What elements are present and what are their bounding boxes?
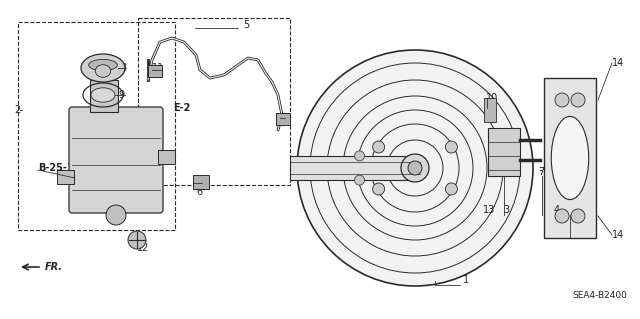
Text: 1: 1 <box>463 275 469 285</box>
Circle shape <box>372 141 385 153</box>
Circle shape <box>401 154 429 182</box>
Circle shape <box>555 209 569 223</box>
Bar <box>290 156 420 180</box>
Circle shape <box>128 231 146 249</box>
Ellipse shape <box>89 59 117 70</box>
Text: 7: 7 <box>538 167 544 177</box>
Bar <box>148 65 162 77</box>
Circle shape <box>372 183 385 195</box>
Text: 4: 4 <box>554 205 560 215</box>
Text: 9: 9 <box>118 90 124 100</box>
Ellipse shape <box>91 88 115 102</box>
Text: 11: 11 <box>152 63 164 73</box>
Text: 3: 3 <box>503 205 509 215</box>
Bar <box>193 175 209 189</box>
Circle shape <box>571 209 585 223</box>
Circle shape <box>571 93 585 107</box>
Text: SEA4-B2400: SEA4-B2400 <box>572 292 627 300</box>
Bar <box>544 78 596 238</box>
Bar <box>488 128 520 176</box>
Text: 11: 11 <box>280 113 292 123</box>
Text: 14: 14 <box>612 58 624 68</box>
Text: 5: 5 <box>243 20 249 30</box>
Bar <box>57 170 74 184</box>
Bar <box>158 150 175 164</box>
Text: E-2: E-2 <box>173 103 190 113</box>
Circle shape <box>106 205 126 225</box>
Text: 13: 13 <box>483 205 495 215</box>
Bar <box>18 22 175 230</box>
Ellipse shape <box>95 65 111 77</box>
Text: B-25-10: B-25-10 <box>38 163 81 173</box>
Text: 8: 8 <box>120 63 126 73</box>
Text: 2: 2 <box>14 105 20 115</box>
Bar <box>276 113 290 125</box>
Ellipse shape <box>551 116 589 200</box>
Text: 12: 12 <box>137 243 149 253</box>
Circle shape <box>408 161 422 175</box>
FancyBboxPatch shape <box>69 107 163 213</box>
Bar <box>138 18 290 185</box>
Circle shape <box>355 175 365 185</box>
Bar <box>90 80 118 112</box>
Circle shape <box>555 93 569 107</box>
Text: FR.: FR. <box>45 262 63 272</box>
Text: 14: 14 <box>612 230 624 240</box>
Bar <box>484 98 496 122</box>
Ellipse shape <box>81 54 125 82</box>
Circle shape <box>445 183 458 195</box>
Text: 6: 6 <box>196 187 202 197</box>
Text: 10: 10 <box>486 93 499 103</box>
Circle shape <box>445 141 458 153</box>
Circle shape <box>297 50 533 286</box>
Circle shape <box>355 151 365 161</box>
